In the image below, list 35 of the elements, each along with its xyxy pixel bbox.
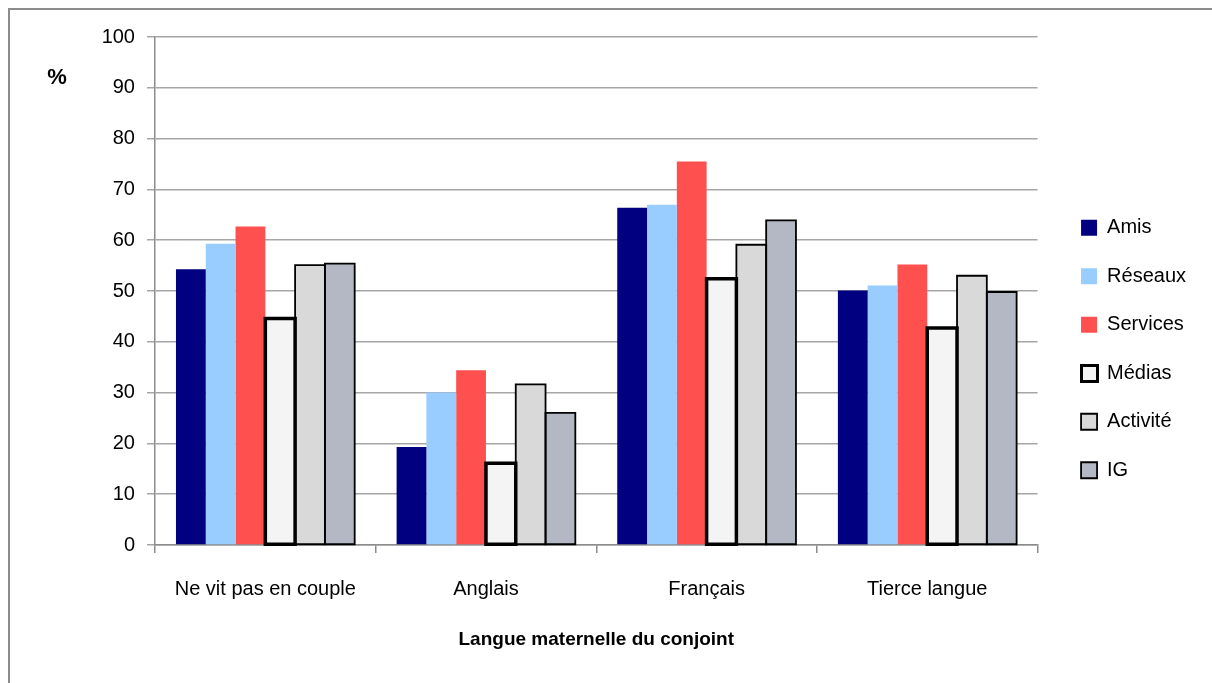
y-tick-label: 60 [112,227,135,250]
bar [426,392,457,545]
legend-label: Activité [1107,409,1172,432]
y-tick-label: 0 [123,532,135,555]
bar [897,264,928,545]
bar [647,204,677,545]
y-tick-label: 10 [112,481,135,504]
bar [837,290,868,545]
legend-label: Réseaux [1107,263,1186,286]
y-tick-label: 100 [101,24,135,47]
y-tick-label: 80 [112,126,135,149]
y-tick-label: 70 [112,176,135,199]
y-tick-label: 40 [112,329,135,352]
x-axis-title: Langue maternelle du conjoint [458,627,735,649]
y-tick-label: 90 [112,75,135,98]
y-axis-title: % [47,64,67,90]
y-tick-label: 50 [112,278,135,301]
x-tick-label: Anglais [453,576,519,599]
bar [867,285,898,545]
bar [456,370,486,545]
y-tick-label: 30 [112,380,135,403]
x-tick-label: Ne vit pas en couple [174,576,356,599]
bar [175,269,206,545]
legend-label: IG [1107,457,1129,480]
legend-label: Services [1107,312,1184,335]
x-tick-label: Tierce langue [867,576,988,599]
bar [205,243,236,545]
legend-label: Amis [1107,215,1152,238]
x-tick-label: Français [668,576,745,599]
bar [676,161,707,545]
y-tick-label: 20 [112,430,135,453]
bar [396,446,427,545]
bar [617,207,648,545]
bar [235,226,266,545]
legend-label: Médias [1107,360,1172,383]
